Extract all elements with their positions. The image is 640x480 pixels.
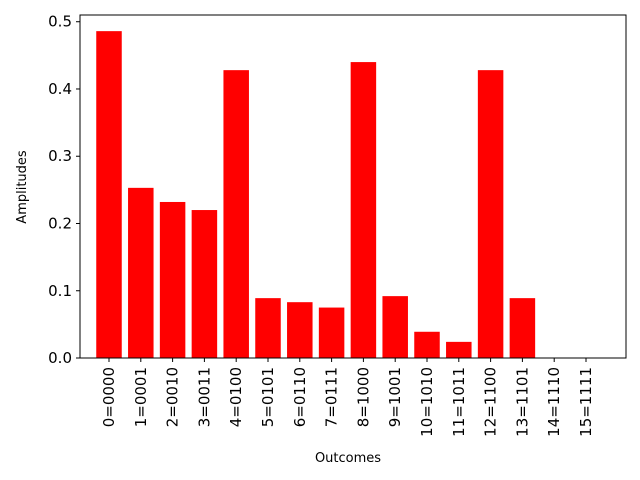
bar-1 <box>128 187 154 358</box>
bar-12 <box>477 70 504 359</box>
x-tick-label-7: 7=0111 <box>323 367 341 427</box>
bar-10 <box>414 331 440 358</box>
x-tick-label-11: 11=1011 <box>450 367 468 437</box>
x-tick-label-6: 6=0110 <box>291 367 309 427</box>
y-tick-label-2: 0.2 <box>48 214 72 232</box>
x-axis: 0=0000 1=0001 2=0010 3=0011 4=0100 5=0101 6=01… <box>100 358 595 437</box>
y-tick-label-1: 0.1 <box>48 282 72 300</box>
x-tick-label-5: 5=0101 <box>259 367 277 427</box>
x-tick-label-3: 3=0011 <box>195 367 213 427</box>
bar-0 <box>96 31 122 358</box>
x-axis-label: Outcomes <box>315 451 381 466</box>
x-tick-label-9: 9=1001 <box>386 367 404 427</box>
y-tick-label-5: 0.5 <box>48 13 72 31</box>
y-axis-label: Amplitudes <box>15 150 30 224</box>
bar-9 <box>382 296 408 358</box>
x-tick-label-4: 4=0100 <box>227 367 245 427</box>
y-axis: 0.0 0.1 0.2 0.3 0.4 0.5 <box>48 13 80 367</box>
bar-7 <box>318 307 345 358</box>
bar-8 <box>350 62 377 358</box>
bar-6 <box>287 302 313 358</box>
y-tick-label-0: 0.0 <box>48 349 72 367</box>
y-tick-label-3: 0.3 <box>48 147 72 165</box>
x-tick-label-8: 8=1000 <box>354 367 372 427</box>
bar-2 <box>159 201 186 358</box>
x-tick-label-10: 10=1010 <box>418 367 436 437</box>
x-tick-label-14: 14=1110 <box>545 367 563 437</box>
bar-5 <box>255 298 281 358</box>
x-tick-label-1: 1=0001 <box>132 367 150 427</box>
bar-13 <box>509 298 536 358</box>
y-tick-label-4: 0.4 <box>48 80 72 98</box>
x-tick-label-12: 12=1100 <box>482 367 500 437</box>
x-tick-label-2: 2=0010 <box>164 367 182 427</box>
bar-4 <box>223 70 249 359</box>
bars-group <box>96 31 536 359</box>
x-tick-label-13: 13=1101 <box>513 367 531 437</box>
x-tick-label-15: 15=1111 <box>577 367 595 437</box>
x-tick-label-0: 0=0000 <box>100 367 118 427</box>
bar-3 <box>191 210 218 358</box>
bar-11 <box>446 341 472 358</box>
plot-frame <box>79 14 627 359</box>
